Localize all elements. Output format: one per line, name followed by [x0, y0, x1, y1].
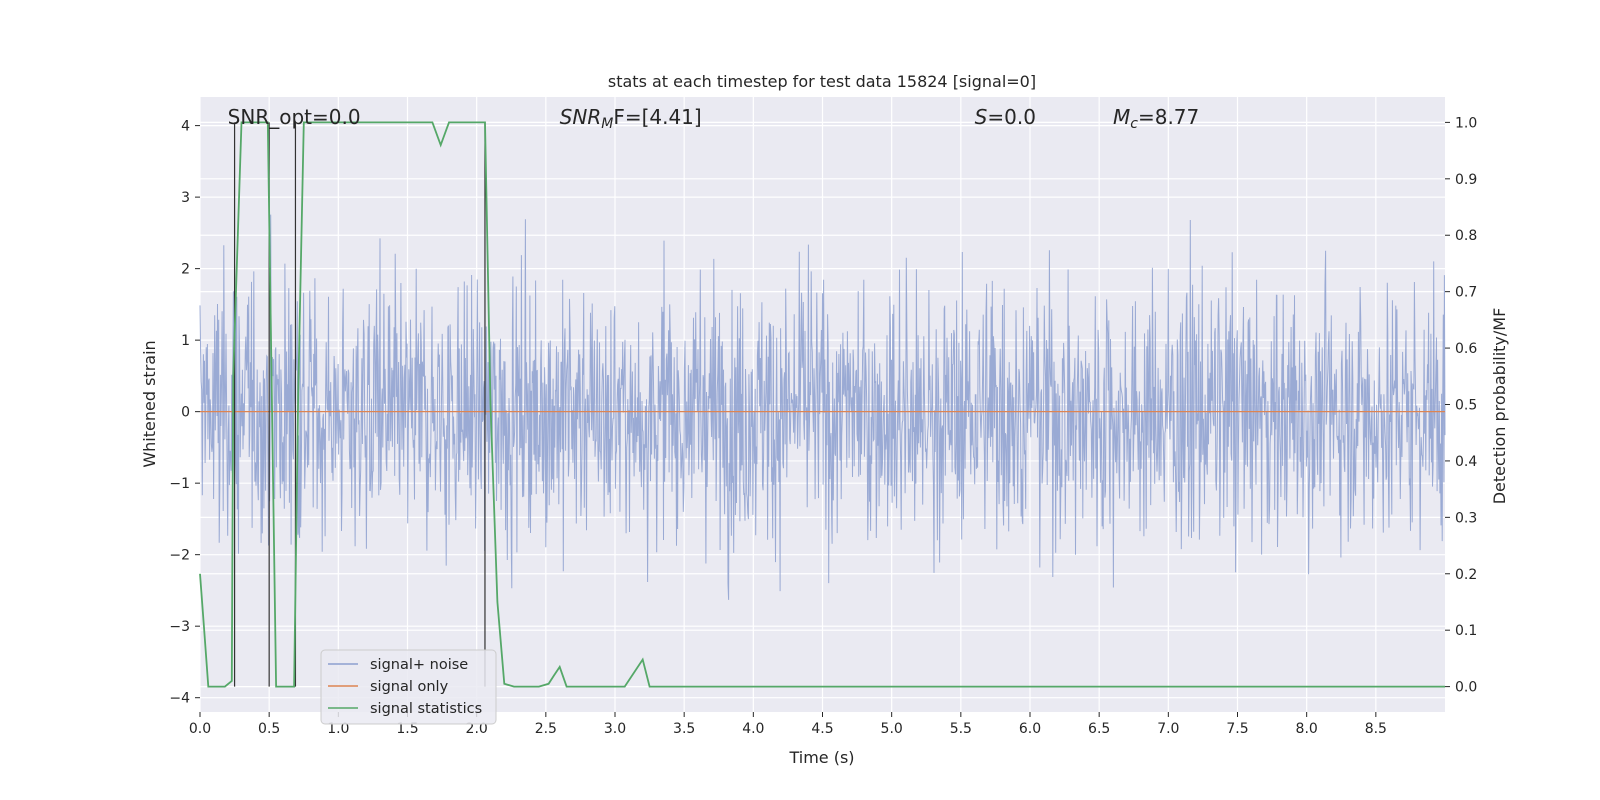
y-tick-label: 1	[181, 333, 190, 349]
x-tick-label: 6.0	[1019, 721, 1041, 737]
x-tick-label: 8.0	[1296, 721, 1318, 737]
series-signal-noise	[199, 214, 1446, 600]
y2-tick-label: 0.6	[1455, 341, 1477, 357]
legend: signal+ noise signal only signal statist…	[320, 649, 497, 725]
legend-label-stats: signal statistics	[370, 701, 482, 717]
y2-tick-label: 0.7	[1455, 285, 1477, 301]
annotation-snr-mf: SNRMF=[4.41]	[560, 105, 702, 132]
y2-tick-label: 0.8	[1455, 228, 1477, 244]
y2-axis-label: Detection probability/MF	[1490, 308, 1509, 505]
chart-title: stats at each timestep for test data 158…	[608, 72, 1036, 91]
x-tick-label: 5.5	[950, 721, 972, 737]
x-tick-label: 6.5	[1088, 721, 1110, 737]
y-tick-label: 0	[181, 405, 190, 421]
annotation-s-val: S=0.0	[975, 105, 1036, 129]
x-tick-label: 2.0	[466, 721, 488, 737]
y-axis-ticks: 4 3 2 1 0 −1 −2 −3 −4	[169, 119, 200, 707]
x-axis-ticks: 0.0 0.5 1.0 1.5 2.0 2.5 3.0 3.5 4.0 4.5 5.0 5.5 6.0 6…	[189, 712, 1387, 737]
annotations: SNR_opt=0.0 SNRMF=[4.41] S=0.0 Mc=8.77	[228, 105, 1200, 132]
y2-tick-label: 0.4	[1455, 454, 1477, 470]
stats-line	[199, 121, 1445, 688]
y-tick-label: 2	[181, 262, 190, 278]
y-tick-label: −3	[169, 619, 190, 635]
x-tick-label: 3.0	[604, 721, 626, 737]
x-tick-label: 3.5	[673, 721, 695, 737]
x-tick-label: 4.0	[742, 721, 764, 737]
y-axis-label: Whitened strain	[140, 340, 159, 467]
x-tick-label: 5.0	[881, 721, 903, 737]
y-tick-label: 3	[181, 190, 190, 206]
legend-label-signal: signal only	[370, 679, 449, 695]
x-tick-label: 7.5	[1226, 721, 1248, 737]
y-tick-label: −1	[169, 476, 190, 492]
y2-tick-label: 1.0	[1455, 115, 1477, 131]
x-tick-label: 1.0	[327, 721, 349, 737]
y2-tick-label: 0.9	[1455, 172, 1477, 188]
noise-trace	[199, 214, 1446, 600]
y2-tick-label: 0.2	[1455, 567, 1477, 583]
legend-label-noise: signal+ noise	[370, 657, 468, 673]
annotation-mc-val: Mc=8.77	[1113, 105, 1199, 132]
x-tick-label: 2.5	[535, 721, 557, 737]
x-tick-label: 0.0	[189, 721, 211, 737]
y-tick-label: −2	[169, 548, 190, 564]
y2-axis-ticks: 1.0 0.9 0.8 0.7 0.6 0.5 0.4 0.3 0.2 0.1 0.0	[1445, 115, 1477, 696]
x-tick-label: 0.5	[258, 721, 280, 737]
x-tick-label: 4.5	[811, 721, 833, 737]
legend-box	[320, 649, 497, 725]
y-tick-label: 4	[181, 119, 190, 135]
series-signal-statistics	[199, 121, 1445, 688]
x-axis-label: Time (s)	[788, 748, 854, 767]
y-tick-label: −4	[169, 691, 190, 707]
y2-tick-label: 0.0	[1455, 680, 1477, 696]
x-tick-label: 7.0	[1157, 721, 1179, 737]
y2-tick-label: 0.3	[1455, 510, 1477, 526]
annotation-snr-opt: SNR_opt=0.0	[228, 105, 361, 129]
y2-tick-label: 0.5	[1455, 398, 1477, 414]
x-tick-label: 8.5	[1365, 721, 1387, 737]
x-tick-label: 1.5	[396, 721, 418, 737]
y2-tick-label: 0.1	[1455, 623, 1477, 639]
plot-area	[199, 97, 1446, 712]
